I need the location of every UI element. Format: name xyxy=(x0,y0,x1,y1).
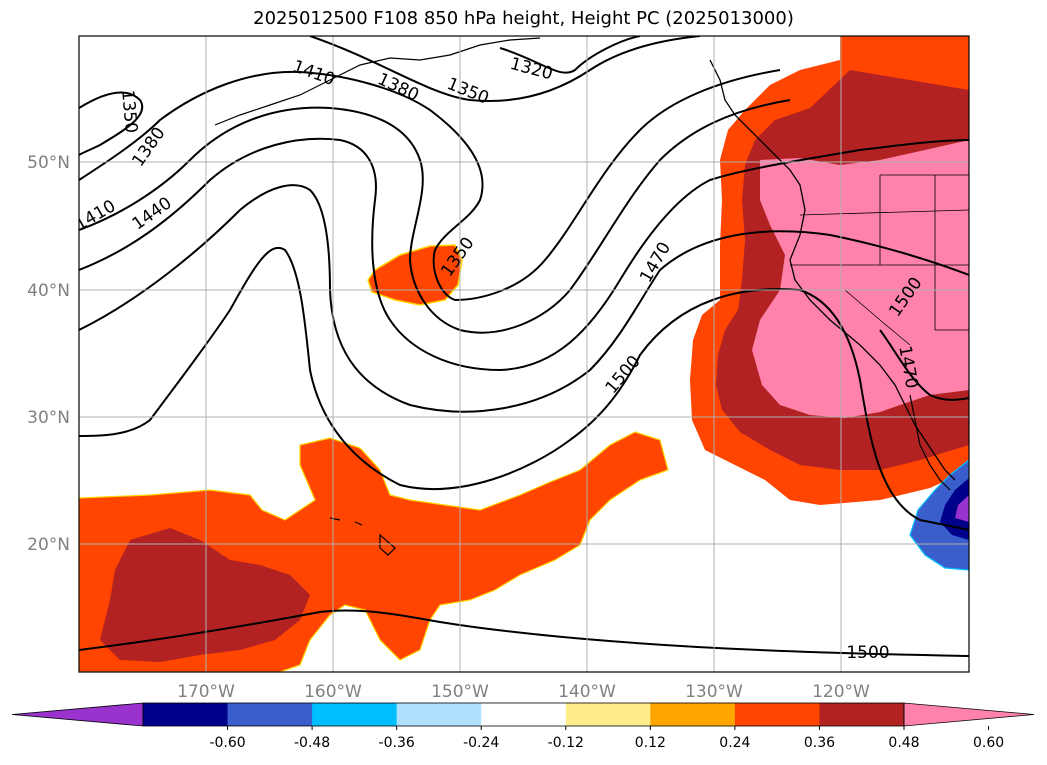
coastline-alaska xyxy=(214,37,541,126)
colorbar-segment xyxy=(312,703,398,726)
colorbar-tick-label: 0.48 xyxy=(888,735,919,751)
contour-line-1500-south xyxy=(79,609,969,657)
lat-axis-labels: 50°N 40°N 30°N 20°N xyxy=(27,153,70,555)
colorbar-segment xyxy=(396,703,482,726)
anomaly-region-baja-max xyxy=(955,495,969,522)
colorbar-tick-label: 0.36 xyxy=(804,735,835,751)
colorbar: -0.60 -0.48 -0.36 -0.24 -0.12 0.12 0.24 0.36 0.4… xyxy=(11,702,1035,751)
colorbar-segment xyxy=(481,703,567,726)
colorbar-tick-label: -0.24 xyxy=(463,735,499,751)
lat-label: 50°N xyxy=(27,153,70,173)
colorbar-tick-label: -0.48 xyxy=(294,735,330,751)
lat-label: 40°N xyxy=(27,281,70,301)
colorbar-segment xyxy=(650,703,736,726)
colorbar-tick-label: 0.24 xyxy=(719,735,750,751)
colorbar-outline xyxy=(142,702,905,727)
lon-label: 170°W xyxy=(177,682,235,702)
lon-label: 140°W xyxy=(558,682,616,702)
anomaly-region-baja xyxy=(909,459,969,571)
lon-label: 150°W xyxy=(431,682,489,702)
contour-line-1350-west xyxy=(79,91,144,156)
contour-line-1380 xyxy=(79,69,781,302)
contour-line-1470-east xyxy=(879,329,969,401)
colorbar-tick-label: -0.60 xyxy=(209,735,245,751)
colorbar-tick-label: -0.36 xyxy=(379,735,415,751)
colorbar-segment xyxy=(227,703,313,726)
height-contours xyxy=(79,36,969,657)
anomaly-region-northeast-max xyxy=(752,140,969,418)
colorbar-tick-label: -0.12 xyxy=(548,735,584,751)
contour-line-1500 xyxy=(79,247,969,531)
lon-label: 130°W xyxy=(685,682,743,702)
colorbar-tick-label: 0.60 xyxy=(973,735,1004,751)
lon-axis-labels: 170°W 160°W 150°W 140°W 130°W 120°W xyxy=(177,682,870,702)
lat-label: 30°N xyxy=(27,408,70,428)
contour-line-1410 xyxy=(79,99,791,334)
state-borders xyxy=(790,174,969,346)
map-gridlines xyxy=(79,36,969,672)
colorbar-segment xyxy=(819,703,905,726)
contour-label: 1350 xyxy=(117,89,141,134)
contour-line-1320 xyxy=(499,36,641,74)
map-title: 2025012500 F108 850 hPa height, Height P… xyxy=(253,8,794,29)
coastline-north-america xyxy=(709,59,956,481)
coastline-baja xyxy=(909,394,951,491)
contour-line-1470 xyxy=(79,184,969,413)
colorbar-segment xyxy=(565,703,651,726)
lon-label: 160°W xyxy=(304,682,362,702)
colorbar-segment xyxy=(734,703,820,726)
contour-line-1440 xyxy=(79,137,969,372)
colorbar-extend-high xyxy=(903,702,1035,727)
map-frame xyxy=(78,35,970,673)
colorbar-tick-label: 0.12 xyxy=(635,735,666,751)
colorbar-segment xyxy=(143,703,229,726)
anomaly-region-subtropics-strong xyxy=(100,528,310,662)
contour-line-1350-north xyxy=(309,36,701,102)
lat-label: 20°N xyxy=(27,535,70,555)
lon-label: 120°W xyxy=(812,682,870,702)
contour-label: 1500 xyxy=(846,643,889,663)
colorbar-extend-low xyxy=(11,702,144,727)
